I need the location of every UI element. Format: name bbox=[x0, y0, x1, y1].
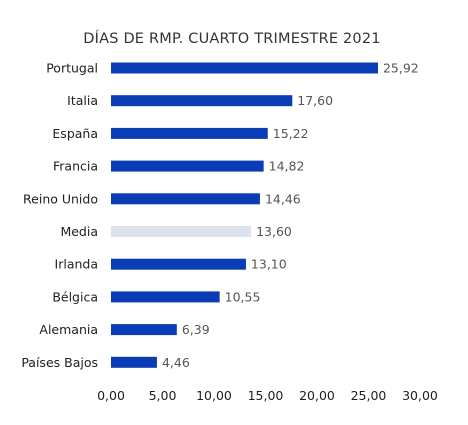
value-label-reino-unido: 14,46 bbox=[265, 191, 301, 206]
bar-media bbox=[111, 226, 252, 237]
category-label-belgica: Bélgica bbox=[52, 289, 98, 304]
category-label-alemania: Alemania bbox=[39, 322, 98, 337]
category-label-italia: Italia bbox=[67, 93, 98, 108]
bars-layer: Portugal 25,92 Italia 17,60 España 15,22 Franc… bbox=[21, 61, 418, 370]
category-label-irlanda: Irlanda bbox=[55, 257, 98, 272]
bar-paises-bajos bbox=[111, 356, 157, 368]
category-label-media: Media bbox=[60, 224, 98, 239]
x-tick-label: 30,00 bbox=[402, 388, 438, 403]
x-tick-label: 25,00 bbox=[351, 388, 387, 403]
x-tick-label: 0,00 bbox=[97, 388, 125, 403]
value-label-belgica: 10,55 bbox=[225, 289, 261, 304]
value-label-italia: 17,60 bbox=[297, 93, 333, 108]
category-label-portugal: Portugal bbox=[46, 61, 98, 76]
bar-reino-unido bbox=[111, 193, 260, 205]
category-label-espana: España bbox=[52, 126, 98, 141]
value-label-espana: 15,22 bbox=[273, 126, 309, 141]
value-label-media: 13,60 bbox=[256, 224, 292, 239]
bar-francia bbox=[111, 160, 264, 172]
value-label-alemania: 6,39 bbox=[182, 322, 210, 337]
bar-belgica bbox=[111, 291, 220, 303]
x-tick-label: 10,00 bbox=[196, 388, 232, 403]
x-axis-ticks: 0,00 5,00 10,00 15,00 20,00 25,00 30,00 bbox=[97, 388, 438, 403]
x-tick-label: 20,00 bbox=[299, 388, 335, 403]
bar-alemania bbox=[111, 324, 177, 336]
x-tick-label: 5,00 bbox=[149, 388, 177, 403]
chart-title: DÍAS DE RMP. CUARTO TRIMESTRE 2021 bbox=[83, 30, 380, 47]
bar-italia bbox=[111, 95, 293, 107]
category-label-reino-unido: Reino Unido bbox=[23, 191, 98, 206]
value-label-francia: 14,82 bbox=[269, 159, 305, 174]
bar-portugal bbox=[111, 62, 378, 74]
x-tick-label: 15,00 bbox=[248, 388, 284, 403]
category-label-francia: Francia bbox=[53, 159, 98, 174]
value-label-irlanda: 13,10 bbox=[251, 257, 287, 272]
value-label-portugal: 25,92 bbox=[383, 61, 419, 76]
bar-irlanda bbox=[111, 258, 246, 270]
category-label-paises-bajos: Países Bajos bbox=[21, 355, 98, 370]
value-label-paises-bajos: 4,46 bbox=[162, 355, 190, 370]
bar-espana bbox=[111, 127, 268, 139]
